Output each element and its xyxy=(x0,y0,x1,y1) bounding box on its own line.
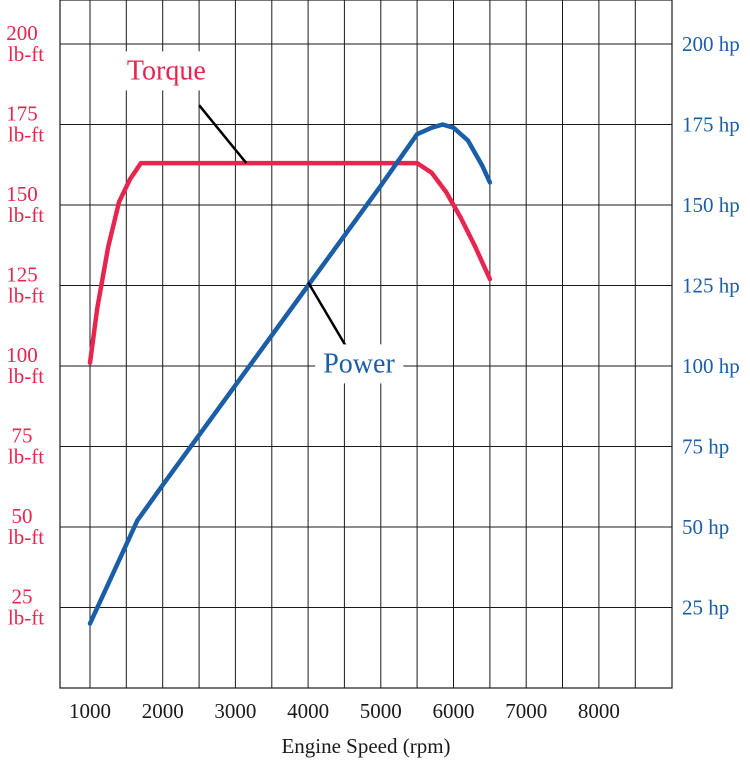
x-tick-label: 3000 xyxy=(214,699,256,723)
x-tick-label: 7000 xyxy=(505,699,547,723)
x-axis-ticks: 1000 2000 3000 4000 5000 6000 7000 8000 xyxy=(69,699,620,723)
right-tick-label: 50 hp xyxy=(682,515,729,539)
right-tick-label: 100 hp xyxy=(682,354,740,378)
x-tick-label: 1000 xyxy=(69,699,111,723)
left-tick-unit: lb-ft xyxy=(8,123,44,147)
left-tick-value: 125 xyxy=(6,263,38,287)
right-tick-label: 175 hp xyxy=(682,113,740,137)
plot-frame xyxy=(59,0,673,689)
torque-label-background xyxy=(118,51,214,91)
series-labels: Torque Power xyxy=(118,51,404,384)
left-tick-value: 50 xyxy=(12,504,33,528)
x-tick-label: 5000 xyxy=(360,699,402,723)
left-tick-value: 75 xyxy=(12,424,33,448)
x-tick-label: 6000 xyxy=(433,699,475,723)
right-tick-label: 150 hp xyxy=(682,193,740,217)
series-layer xyxy=(87,122,493,626)
left-tick-value: 150 xyxy=(6,182,38,206)
left-tick-value: 200 xyxy=(6,21,38,45)
left-tick-unit: lb-ft xyxy=(8,42,44,66)
left-tick-value: 25 xyxy=(12,585,33,609)
left-tick-unit: lb-ft xyxy=(8,203,44,227)
power-label: Power xyxy=(323,348,395,379)
left-tick-unit: lb-ft xyxy=(8,525,44,549)
left-tick-value: 175 xyxy=(6,102,38,126)
left-tick-unit: lb-ft xyxy=(8,364,44,388)
power-label-background xyxy=(315,344,404,384)
power-callout-line xyxy=(307,281,350,351)
x-tick-label: 8000 xyxy=(578,699,620,723)
right-axis-ticks: 200 hp 175 hp 150 hp 125 hp 100 hp 75 hp 50 hp… xyxy=(682,32,740,620)
torque-series-line xyxy=(87,160,493,366)
power-label-group: Power xyxy=(315,344,404,384)
power-series-line xyxy=(87,122,493,626)
torque-label-group: Torque xyxy=(118,51,214,91)
left-tick-value: 100 xyxy=(6,343,38,367)
left-tick-unit: lb-ft xyxy=(8,606,44,630)
x-tick-label: 2000 xyxy=(142,699,184,723)
x-tick-label: 4000 xyxy=(287,699,329,723)
grid xyxy=(60,0,672,688)
left-axis-ticks: 200lb-ft175lb-ft150lb-ft125lb-ft100lb-ft… xyxy=(6,21,44,630)
torque-label: Torque xyxy=(127,55,206,86)
left-tick-unit: lb-ft xyxy=(8,284,44,308)
right-tick-label: 125 hp xyxy=(682,274,740,298)
left-tick-unit: lb-ft xyxy=(8,445,44,469)
torque-callout-line xyxy=(198,104,248,164)
x-axis-title: Engine Speed (rpm) xyxy=(281,734,450,758)
right-tick-label: 25 hp xyxy=(682,596,729,620)
right-tick-label: 75 hp xyxy=(682,435,729,459)
right-tick-label: 200 hp xyxy=(682,32,740,56)
